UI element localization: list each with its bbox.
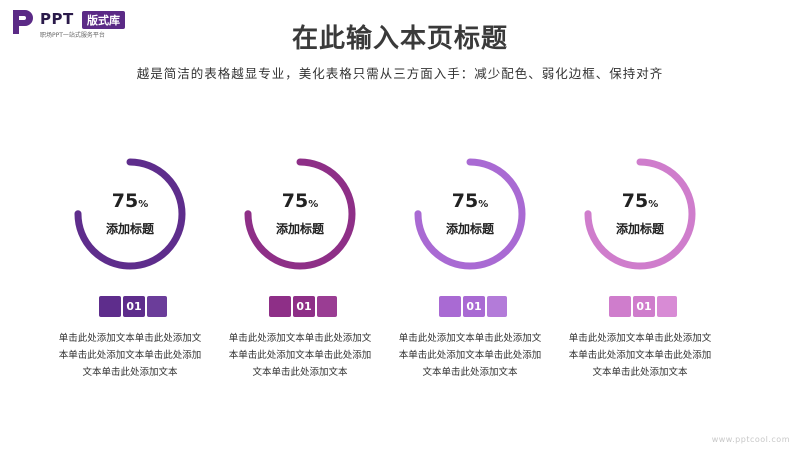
- page-subtitle: 越是简洁的表格越显专业，美化表格只需从三方面入手：减少配色、弱化边框、保持对齐: [136, 66, 664, 81]
- card-title: 添加标题: [615, 222, 664, 236]
- badge-number: 01: [293, 296, 315, 317]
- progress-ring: [74, 158, 186, 270]
- description-line: 文本单击此处添加文本: [592, 367, 688, 378]
- progress-ring: [414, 158, 526, 270]
- badge-block-left: [439, 296, 461, 317]
- percent-value: 75%: [45, 190, 215, 212]
- percent-number: 75: [621, 190, 649, 212]
- percent-sign: %: [138, 199, 149, 210]
- number-badge: 01: [439, 296, 507, 317]
- card-description: 单击此处添加文本单击此处添加文 本单击此处添加文本单击此处添加 文本单击此处添加文本: [215, 330, 385, 381]
- badge-block-left: [269, 296, 291, 317]
- percent-value: 75%: [555, 190, 725, 212]
- number-badge: 01: [269, 296, 337, 317]
- card-3: 75% 添加标题 01 单击此处添加文本单击此处添加文 本单击此处添加文本单击此处添加文…: [385, 150, 555, 390]
- progress-arc: [74, 158, 186, 270]
- description-line: 单击此处添加文本单击此处添加文: [398, 333, 542, 344]
- percent-number: 75: [451, 190, 479, 212]
- number-badge: 01: [99, 296, 167, 317]
- progress-ring: [584, 158, 696, 270]
- description-line: 文本单击此处添加文本: [252, 367, 348, 378]
- badge-block-right: [147, 296, 167, 317]
- card-4: 75% 添加标题 01 单击此处添加文本单击此处添加文 本单击此处添加文本单击此处添加文…: [555, 150, 725, 390]
- badge-block-right: [487, 296, 507, 317]
- card-description: 单击此处添加文本单击此处添加文 本单击此处添加文本单击此处添加 文本单击此处添加文本: [45, 330, 215, 381]
- percent-value: 75%: [215, 190, 385, 212]
- badge-block-left: [99, 296, 121, 317]
- card-title: 添加标题: [275, 222, 324, 236]
- percent-value: 75%: [385, 190, 555, 212]
- page-title: 在此输入本页标题: [291, 24, 508, 54]
- description-line: 单击此处添加文本单击此处添加文: [568, 333, 712, 344]
- percent-sign: %: [308, 199, 319, 210]
- number-badge: 01: [609, 296, 677, 317]
- card-2: 75% 添加标题 01 单击此处添加文本单击此处添加文 本单击此处添加文本单击此处添加文…: [215, 150, 385, 390]
- description-line: 本单击此处添加文本单击此处添加: [58, 350, 202, 361]
- badge-number: 01: [123, 296, 145, 317]
- logo: PPT 版式库 职场PPT一站式服务平台: [10, 8, 160, 39]
- logo-tagline: 职场PPT一站式服务平台: [40, 32, 105, 39]
- watermark: www.pptcool.com: [711, 435, 790, 444]
- badge-block-right: [317, 296, 337, 317]
- description-line: 单击此处添加文本单击此处添加文: [58, 333, 202, 344]
- badge-number: 01: [633, 296, 655, 317]
- card-1: 75% 添加标题 01 单击此处添加文本单击此处添加文 本单击此处添加文本单击此处添加文…: [45, 150, 215, 390]
- description-line: 本单击此处添加文本单击此处添加: [398, 350, 542, 361]
- badge-block-right: [657, 296, 677, 317]
- description-line: 单击此处添加文本单击此处添加文: [228, 333, 372, 344]
- progress-arc: [414, 158, 526, 270]
- card-description: 单击此处添加文本单击此处添加文 本单击此处添加文本单击此处添加 文本单击此处添加文本: [555, 330, 725, 381]
- description-line: 本单击此处添加文本单击此处添加: [568, 350, 712, 361]
- progress-ring: [244, 158, 356, 270]
- percent-sign: %: [648, 199, 659, 210]
- logo-name: PPT: [40, 10, 74, 28]
- percent-number: 75: [111, 190, 139, 212]
- description-line: 文本单击此处添加文本: [82, 367, 178, 378]
- percent-number: 75: [281, 190, 309, 212]
- card-title: 添加标题: [445, 222, 494, 236]
- progress-arc: [244, 158, 356, 270]
- description-line: 本单击此处添加文本单击此处添加: [228, 350, 372, 361]
- card-title: 添加标题: [105, 222, 154, 236]
- ppt-logo-icon: [13, 10, 33, 34]
- progress-arc: [584, 158, 696, 270]
- percent-sign: %: [478, 199, 489, 210]
- card-description: 单击此处添加文本单击此处添加文 本单击此处添加文本单击此处添加 文本单击此处添加文本: [385, 330, 555, 381]
- badge-number: 01: [463, 296, 485, 317]
- badge-block-left: [609, 296, 631, 317]
- logo-badge: 版式库: [82, 11, 125, 29]
- description-line: 文本单击此处添加文本: [422, 367, 518, 378]
